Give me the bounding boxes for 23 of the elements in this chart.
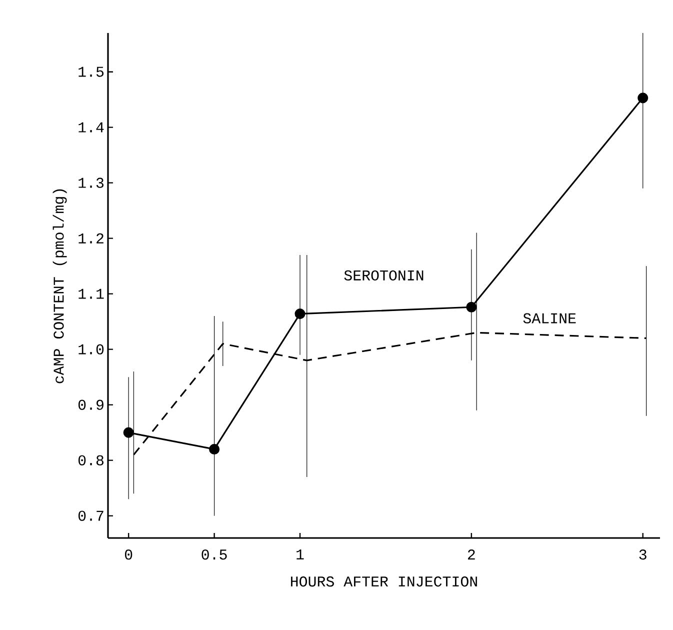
point <box>123 427 134 438</box>
y-tick-label: 1.1 <box>78 288 104 299</box>
x-tick-label: 1 <box>296 549 304 560</box>
y-tick-label: 1.2 <box>78 233 104 244</box>
point <box>209 444 220 454</box>
x-tick-label: 3 <box>639 549 646 560</box>
y-tick-label: 1.4 <box>78 122 104 132</box>
y-tick-label: 1.3 <box>78 178 104 188</box>
series-label: SEROTONIN <box>344 270 424 280</box>
x-tick-label: 2 <box>468 549 475 560</box>
y-tick-label: 0.7 <box>78 510 104 521</box>
y-tick-label: 0.9 <box>78 400 104 410</box>
point <box>466 302 477 312</box>
y-tick-label: 1.0 <box>78 344 104 354</box>
series-label: SALINE <box>523 313 576 324</box>
y-tick-label: 0.8 <box>78 455 104 466</box>
x-tick-label: 0.5 <box>202 549 227 560</box>
y-tick-label: 1.5 <box>78 66 104 77</box>
point <box>294 308 306 320</box>
x-tick-label: 0 <box>124 549 132 560</box>
y-axis-title: cAMP CONTENT (pmol/mg) <box>52 189 67 384</box>
point <box>638 92 648 104</box>
x-axis-title: HOURS AFTER INJECTION <box>291 576 477 587</box>
